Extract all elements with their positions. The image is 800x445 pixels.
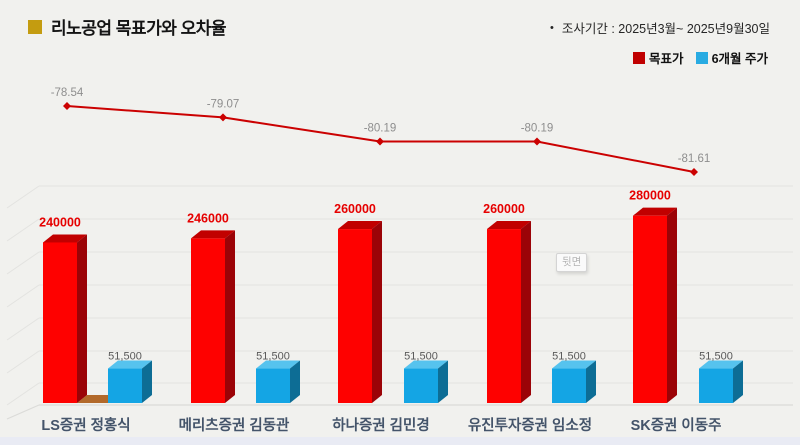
target-bar <box>43 242 77 403</box>
target-value-label: 280000 <box>629 189 671 203</box>
legend-item-target-price: 목표가 <box>633 48 684 67</box>
category-label: SK증권 이동주 <box>631 416 722 434</box>
x-axis-diagonal <box>6 404 40 420</box>
price-bar <box>256 368 290 403</box>
price-bar <box>552 368 586 403</box>
target-bar-top <box>43 234 87 243</box>
category-label: 메리츠증권 김동관 <box>179 416 290 434</box>
price-value-label: 51,500 <box>699 351 733 363</box>
category-label: 하나증권 김민경 <box>332 416 429 434</box>
target-bar-side <box>225 230 235 403</box>
bullet-icon: • <box>550 21 554 34</box>
gridline-diagonal <box>6 185 40 209</box>
survey-period-row: • 조사기간 : 2025년3월~ 2025년9월30일 <box>550 18 770 37</box>
gridline-diagonal <box>6 284 40 308</box>
target-bar-top <box>487 221 531 230</box>
price-bar-top <box>404 360 448 369</box>
target-bar-top <box>338 221 382 230</box>
price-bar-top <box>256 360 300 369</box>
price-bar-side <box>142 360 152 403</box>
error-point <box>219 113 227 122</box>
gridline-diagonal <box>6 317 40 341</box>
target-bar-top <box>191 230 235 239</box>
legend-swatch-blue-icon <box>695 51 708 64</box>
target-value-label: 246000 <box>187 211 229 225</box>
price-bar <box>404 368 438 403</box>
target-bar-side <box>521 221 531 403</box>
title-bullet-square-icon <box>28 19 42 34</box>
error-point <box>63 102 71 110</box>
error-point <box>533 137 541 146</box>
price-value-label: 51,500 <box>404 351 438 363</box>
floor-shadow <box>77 395 118 403</box>
category-label: LS증권 정홍식 <box>41 416 130 434</box>
legend-label: 목표가 <box>649 52 684 66</box>
chart-legend: 목표가 6개월 주가 <box>621 48 768 67</box>
target-bar-side <box>667 207 677 403</box>
gridline-diagonal <box>6 350 40 374</box>
target-value-label: 240000 <box>39 215 81 229</box>
page-title-row: 리노공업 목표가와 오차율 <box>28 14 227 39</box>
price-value-label: 51,500 <box>108 351 142 363</box>
error-point <box>376 137 384 146</box>
error-value-label: -79.07 <box>207 98 240 110</box>
target-value-label: 260000 <box>334 202 376 216</box>
price-bar <box>699 368 733 403</box>
price-value-label: 51,500 <box>256 351 290 363</box>
error-value-label: -80.19 <box>364 122 397 134</box>
price-bar-top <box>552 360 596 369</box>
price-bar-side <box>290 360 300 403</box>
survey-period-text: 조사기간 : 2025년3월~ 2025년9월30일 <box>561 22 770 36</box>
legend-swatch-red-icon <box>633 51 646 64</box>
legend-item-6month-price: 6개월 주가 <box>695 48 768 67</box>
price-bar <box>108 368 142 403</box>
error-value-label: -81.61 <box>678 153 711 165</box>
error-point <box>690 168 698 177</box>
page-title: 리노공업 목표가와 오차율 <box>51 19 227 38</box>
target-bar-top <box>633 207 677 216</box>
target-bar-side <box>372 221 382 403</box>
gridline-diagonal <box>6 218 40 242</box>
target-bar <box>338 229 372 403</box>
target-value-label: 260000 <box>483 202 525 216</box>
gridline-diagonal <box>6 251 40 275</box>
price-bar-top <box>108 360 152 369</box>
target-bar <box>191 238 225 403</box>
target-bar <box>487 229 521 403</box>
price-bar-side <box>733 360 743 403</box>
legend-label: 6개월 주가 <box>711 52 768 66</box>
back-face-tooltip: 뒷면 <box>556 253 588 272</box>
gridline-diagonal <box>6 382 40 406</box>
error-value-label: -80.19 <box>521 122 554 134</box>
price-bar-side <box>438 360 448 403</box>
target-bar <box>633 215 667 403</box>
bottom-edge-strip <box>0 437 800 445</box>
price-bar-top <box>699 360 743 369</box>
price-bar-side <box>586 360 596 403</box>
target-bar-side <box>77 234 87 403</box>
price-value-label: 51,500 <box>552 351 586 363</box>
error-value-label: -78.54 <box>51 87 84 99</box>
category-label: 유진투자증권 임소정 <box>468 416 592 434</box>
